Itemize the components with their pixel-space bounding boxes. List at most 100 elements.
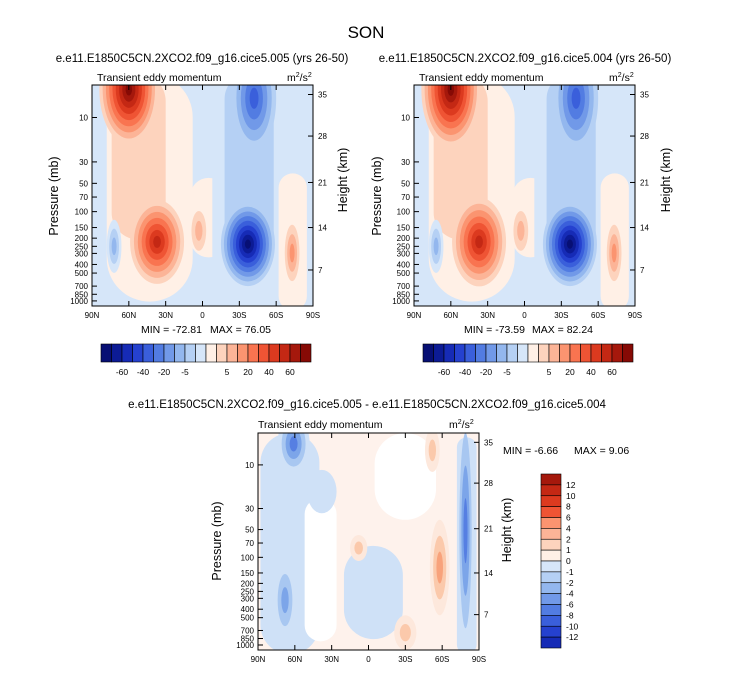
- y-tick-label: 1000: [236, 641, 254, 650]
- y-tick-label: 30: [79, 158, 88, 167]
- y2-tick-label: 14: [318, 224, 327, 233]
- colorbar-label: 2: [566, 534, 571, 544]
- panel-3-title: e.e11.E1850C5CN.2XCO2.f09_g16.cice5.005 …: [128, 399, 606, 411]
- colorbar-swatch: [464, 343, 476, 363]
- colorbar-label: -4: [566, 589, 574, 599]
- panel-1-contours: [92, 85, 313, 306]
- panel-3-y2label: Height (km): [500, 498, 514, 563]
- x-tick-label: 60N: [121, 311, 136, 320]
- y-tick-label: 500: [241, 614, 255, 623]
- x-tick-label: 0: [366, 655, 371, 664]
- colorbar-swatch: [540, 473, 562, 486]
- panel-2-contours: [414, 85, 635, 306]
- y-tick-label: 70: [401, 193, 410, 202]
- colorbar-swatch: [540, 549, 562, 562]
- contour-positive-polar: [611, 243, 617, 263]
- panel-2-y2-axis: 35 28 21 14 7: [630, 91, 649, 275]
- colorbar-swatch: [622, 343, 634, 363]
- panel-1-y2-axis: 35 28 21 14 7: [308, 91, 327, 275]
- y-tick-label: 400: [241, 605, 255, 614]
- y-tick-label: 250: [397, 242, 411, 251]
- contour-negative-polar: [433, 237, 439, 256]
- y-tick-label: 250: [241, 587, 255, 596]
- panel-2-plot-area: [414, 85, 635, 306]
- colorbar-swatch: [111, 343, 123, 363]
- colorbar-swatch: [247, 343, 259, 363]
- y2-tick-label: 7: [318, 266, 323, 275]
- contour-positive-jet: [428, 439, 437, 462]
- colorbar-swatch: [540, 506, 562, 518]
- y-tick-label: 700: [397, 282, 411, 291]
- y2-tick-label: 35: [484, 438, 493, 447]
- colorbar-swatch: [540, 528, 562, 540]
- x-tick-label: 30S: [554, 311, 568, 320]
- panel-2-units: m2/s2: [609, 72, 634, 84]
- colorbar-swatch: [517, 343, 529, 363]
- colorbar-swatch: [540, 615, 562, 627]
- contour-positive-equatorial: [195, 220, 203, 241]
- panel-3-y2-axis: 35 28 21 14 7: [474, 438, 493, 620]
- colorbar-label: 12: [566, 480, 576, 490]
- colorbar-swatch: [569, 343, 581, 363]
- colorbar-swatch: [454, 343, 466, 363]
- y-tick-label: 1000: [392, 297, 410, 306]
- panel-1-title: e.e11.E1850C5CN.2XCO2.f09_g16.cice5.005 …: [56, 53, 349, 65]
- colorbar-label: -1: [566, 567, 574, 577]
- x-tick-label: 30S: [232, 311, 246, 320]
- x-tick-label: 60S: [269, 311, 283, 320]
- colorbar-label: 20: [243, 367, 253, 377]
- colorbar-swatch: [540, 604, 562, 616]
- panel-1-ylabel: Pressure (mb): [47, 156, 61, 235]
- x-tick-label: 0: [522, 311, 527, 320]
- panel-3-max: MAX = 9.06: [574, 445, 629, 457]
- colorbar-label: -40: [137, 367, 150, 377]
- colorbar-label: -40: [459, 367, 472, 377]
- colorbar-swatch: [153, 343, 165, 363]
- panel-3-ylabel: Pressure (mb): [210, 501, 224, 580]
- colorbar-label: 60: [285, 367, 295, 377]
- figure-title: SON: [348, 23, 385, 42]
- contour-positive-polar: [289, 243, 295, 263]
- y-tick-label: 500: [397, 269, 411, 278]
- colorbar-swatch: [540, 560, 562, 573]
- contour-negative-core: [244, 239, 251, 249]
- panel-3-x-axis: 90N 60N 30N 0 30S 60S 90S: [251, 433, 486, 664]
- y-tick-label: 100: [75, 208, 89, 217]
- panel-1-max: MAX = 76.05: [210, 324, 271, 336]
- colorbar-label: 0: [566, 556, 571, 566]
- contour-positive-jet: [447, 85, 455, 96]
- colorbar-label: 5: [225, 367, 230, 377]
- y2-tick-label: 21: [484, 525, 493, 534]
- y-tick-label: 50: [79, 179, 88, 188]
- y-tick-label: 150: [241, 569, 255, 578]
- colorbar-swatch: [540, 538, 562, 551]
- colorbar-swatch: [422, 343, 434, 363]
- x-tick-label: 90S: [472, 655, 486, 664]
- x-tick-label: 30N: [480, 311, 495, 320]
- colorbar-label: -5: [181, 367, 189, 377]
- contour-negative-jet: [571, 87, 581, 109]
- panel-1: e.e11.E1850C5CN.2XCO2.f09_g16.cice5.005 …: [47, 53, 350, 377]
- panel-1-min: MIN = -72.81: [141, 324, 202, 336]
- colorbar-label: -8: [566, 610, 574, 620]
- x-tick-label: 0: [200, 311, 205, 320]
- colorbar-label: 40: [264, 367, 274, 377]
- panel-3-plot-area: [258, 433, 479, 650]
- y-tick-label: 10: [401, 113, 410, 122]
- y-tick-label: 50: [245, 526, 254, 535]
- y-tick-label: 400: [75, 260, 89, 269]
- y-tick-label: 50: [401, 179, 410, 188]
- colorbar-swatch: [443, 343, 455, 363]
- colorbar-swatch: [540, 495, 562, 507]
- contour-zero-band: [304, 498, 337, 642]
- panel-2-title: e.e11.E1850C5CN.2XCO2.f09_g16.cice5.004 …: [379, 53, 672, 65]
- y-tick-label: 10: [245, 461, 254, 470]
- colorbar-label: -60: [438, 367, 451, 377]
- colorbar-swatch: [132, 343, 144, 363]
- y-tick-label: 300: [397, 249, 411, 258]
- panel-1-y2label: Height (km): [336, 148, 350, 213]
- colorbar-swatch: [258, 343, 270, 363]
- y-tick-label: 100: [397, 208, 411, 217]
- y2-tick-label: 7: [640, 266, 645, 275]
